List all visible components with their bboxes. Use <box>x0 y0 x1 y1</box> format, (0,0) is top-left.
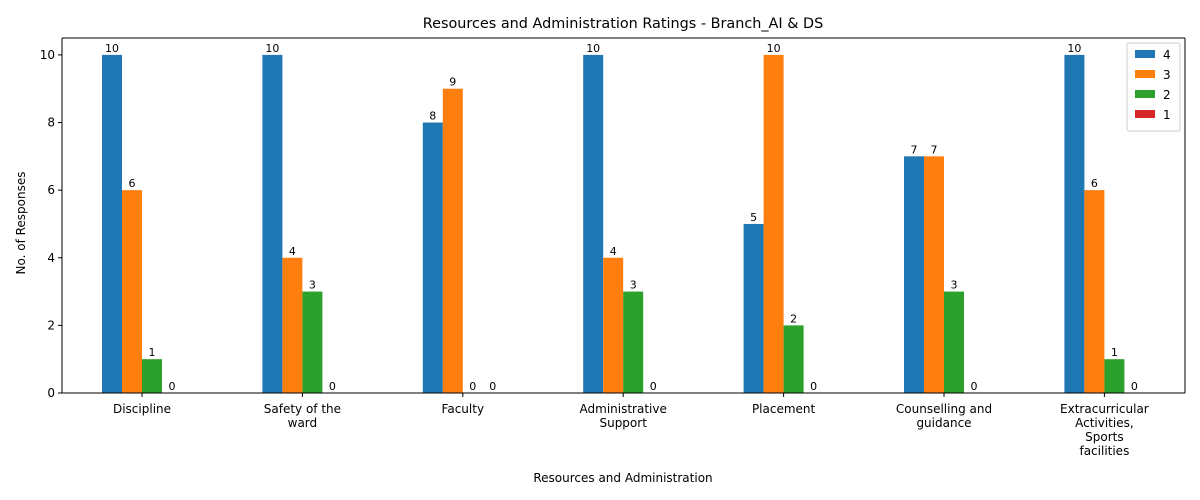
x-tick-label: Counselling and guidance <box>896 402 992 430</box>
y-tick-label: 8 <box>47 116 55 130</box>
x-tick-label: Safety of the ward <box>264 402 341 430</box>
bar-series-3 <box>122 190 142 393</box>
data-label: 0 <box>1131 380 1138 393</box>
data-label: 10 <box>1067 42 1081 55</box>
data-label: 7 <box>911 143 918 156</box>
bar-series-4 <box>583 54 604 394</box>
data-label: 6 <box>129 177 136 190</box>
data-label: 0 <box>469 380 476 393</box>
x-axis-label: Resources and Administration <box>533 471 712 485</box>
bar-series-4 <box>262 54 283 394</box>
data-label: 10 <box>767 42 781 55</box>
data-label: 5 <box>750 211 757 224</box>
legend-label: 4 <box>1163 48 1171 62</box>
legend-label: 3 <box>1163 68 1171 82</box>
x-tick-label: Administrative Support <box>580 402 667 430</box>
y-tick-label: 10 <box>40 48 55 62</box>
legend-label: 1 <box>1163 108 1171 122</box>
data-label: 0 <box>810 380 817 393</box>
legend-label: 2 <box>1163 88 1171 102</box>
x-tick-label: Discipline <box>113 402 171 416</box>
data-label: 8 <box>429 110 436 123</box>
bar-series-2 <box>623 291 644 393</box>
y-tick-label: 2 <box>47 318 55 332</box>
data-label: 2 <box>790 312 797 325</box>
data-label: 4 <box>610 245 617 258</box>
data-label: 3 <box>630 279 637 292</box>
data-label: 6 <box>1091 177 1098 190</box>
data-label: 0 <box>650 380 657 393</box>
legend-swatch-3 <box>1135 70 1155 78</box>
chart-title: Resources and Administration Ratings - B… <box>423 16 823 32</box>
bar-series-4 <box>102 54 122 394</box>
bar-series-4 <box>422 122 443 394</box>
y-tick-label: 0 <box>47 386 55 400</box>
bar-series-2 <box>944 291 964 393</box>
data-label: 0 <box>971 380 978 393</box>
bar-series-3 <box>282 257 303 393</box>
legend-swatch-4 <box>1135 50 1155 58</box>
bar-series-3 <box>924 156 944 393</box>
bar-series-3 <box>603 257 624 393</box>
bar-series-3 <box>1084 190 1105 393</box>
y-axis-label: No. of Responses <box>14 171 28 274</box>
bar-series-2 <box>783 325 804 393</box>
data-label: 1 <box>149 346 156 359</box>
data-label: 10 <box>265 42 279 55</box>
bar-series-2 <box>142 359 162 393</box>
legend: 4 3 2 1 <box>1126 42 1181 132</box>
bar-series-4 <box>904 156 924 393</box>
y-tick-label: 6 <box>47 183 55 197</box>
data-label: 9 <box>449 76 456 89</box>
data-label: 4 <box>289 245 296 258</box>
bar-series-3 <box>763 54 784 394</box>
y-tick-label: 4 <box>47 251 55 265</box>
data-label: 1 <box>1111 346 1118 359</box>
x-tick-label: Placement <box>752 402 816 416</box>
bar-series-2 <box>1104 359 1125 393</box>
data-label: 10 <box>105 42 119 55</box>
data-label: 3 <box>951 279 958 292</box>
x-tick-label: Extracurricular Activities, Sports faciliti… <box>1060 402 1149 458</box>
data-label: 7 <box>931 143 938 156</box>
bar-series-2 <box>302 291 323 393</box>
data-label: 3 <box>309 279 316 292</box>
x-tick-label: Faculty <box>442 402 485 416</box>
data-label: 0 <box>329 380 336 393</box>
data-label: 0 <box>489 380 496 393</box>
bar-series-4 <box>1064 54 1085 394</box>
legend-swatch-2 <box>1135 90 1155 98</box>
bar-series-4 <box>743 223 764 393</box>
legend-box <box>1126 42 1181 132</box>
bar-series-3 <box>442 88 463 393</box>
data-label: 0 <box>169 380 176 393</box>
data-label: 10 <box>586 42 600 55</box>
legend-swatch-1 <box>1135 110 1155 118</box>
